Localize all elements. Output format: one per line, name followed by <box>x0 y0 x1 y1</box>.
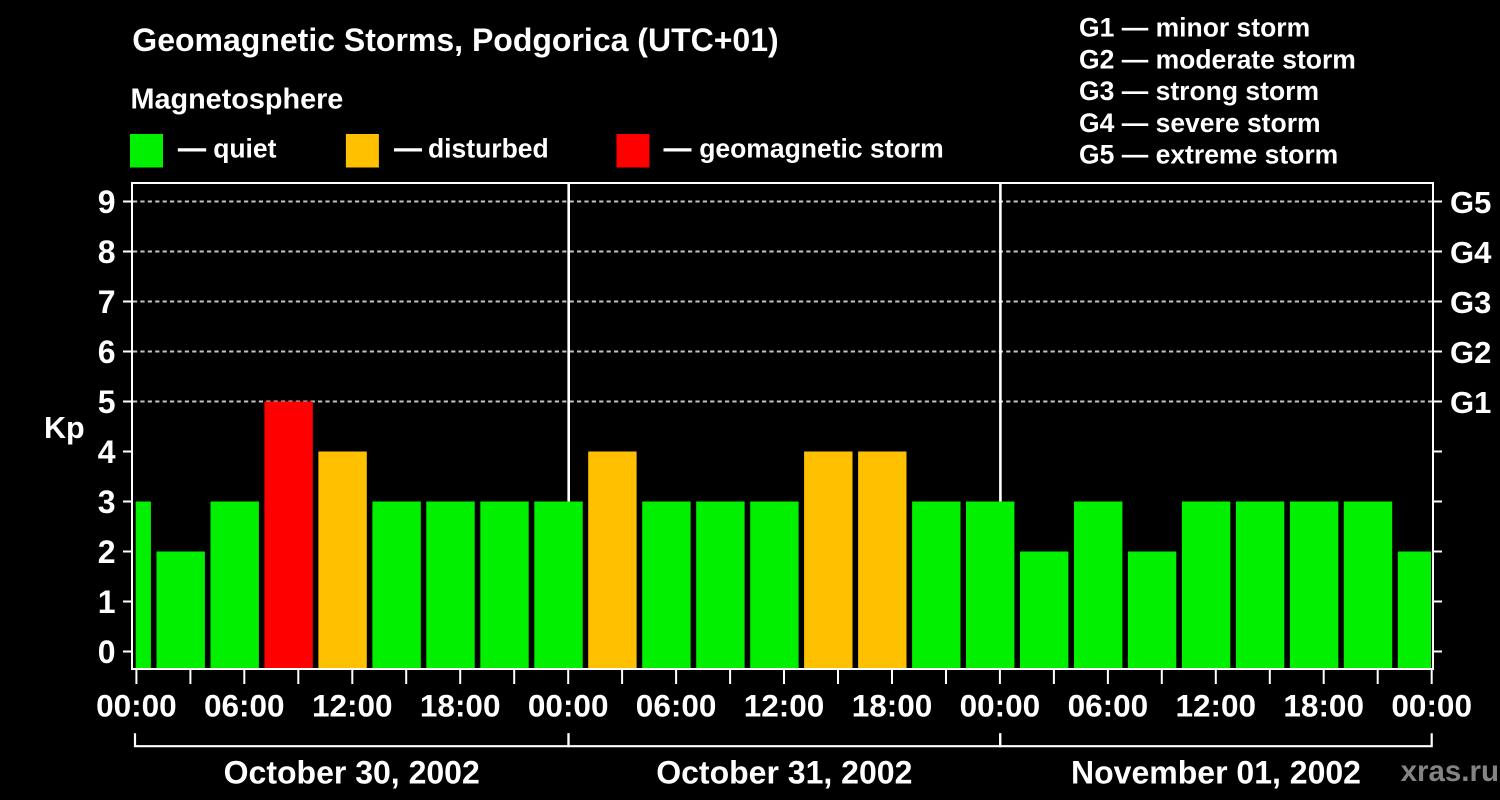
svg-text:November 01, 2002: November 01, 2002 <box>1071 755 1361 791</box>
svg-text:4: 4 <box>98 434 116 470</box>
svg-text:06:00: 06:00 <box>1068 688 1149 724</box>
svg-text:00:00: 00:00 <box>1391 688 1472 724</box>
svg-text:3: 3 <box>98 484 116 520</box>
svg-text:7: 7 <box>98 284 116 320</box>
svg-text:00:00: 00:00 <box>96 688 177 724</box>
svg-text:06:00: 06:00 <box>636 688 717 724</box>
svg-text:12:00: 12:00 <box>744 688 825 724</box>
svg-text:Kp: Kp <box>44 411 85 445</box>
svg-text:9: 9 <box>98 184 116 220</box>
svg-text:Geomagnetic Storms, Podgorica: Geomagnetic Storms, Podgorica (UTC+01) <box>132 22 778 58</box>
svg-text:G2: G2 <box>1450 335 1491 370</box>
svg-text:Magnetosphere: Magnetosphere <box>131 83 344 115</box>
svg-text:0: 0 <box>98 634 116 670</box>
svg-text:00:00: 00:00 <box>528 688 609 724</box>
svg-text:G4 — severe storm: G4 — severe storm <box>1079 108 1321 138</box>
svg-text:October 31, 2002: October 31, 2002 <box>656 755 912 791</box>
svg-text:18:00: 18:00 <box>420 688 501 724</box>
svg-text:12:00: 12:00 <box>1176 688 1257 724</box>
svg-text:18:00: 18:00 <box>1283 688 1364 724</box>
svg-text:6: 6 <box>98 334 116 370</box>
svg-text:disturbed: disturbed <box>428 133 549 163</box>
svg-text:G3 — strong storm: G3 — strong storm <box>1079 76 1319 106</box>
svg-text:G1: G1 <box>1450 385 1491 420</box>
svg-text:G5: G5 <box>1450 185 1491 220</box>
svg-text:12:00: 12:00 <box>312 688 393 724</box>
svg-text:quiet: quiet <box>213 133 276 163</box>
svg-text:xras.ru: xras.ru <box>1401 755 1499 788</box>
svg-text:G3: G3 <box>1450 285 1491 320</box>
svg-text:G1 — minor storm: G1 — minor storm <box>1079 13 1310 43</box>
svg-text:5: 5 <box>98 384 116 420</box>
svg-text:00:00: 00:00 <box>960 688 1041 724</box>
svg-text:18:00: 18:00 <box>852 688 933 724</box>
svg-text:1: 1 <box>98 584 116 620</box>
svg-text:G4: G4 <box>1450 235 1492 270</box>
svg-text:8: 8 <box>98 234 116 270</box>
svg-text:October 30, 2002: October 30, 2002 <box>224 755 480 791</box>
svg-text:G2 — moderate storm: G2 — moderate storm <box>1079 44 1356 74</box>
svg-text:2: 2 <box>98 534 116 570</box>
svg-text:G5 — extreme storm: G5 — extreme storm <box>1079 140 1338 170</box>
svg-text:geomagnetic storm: geomagnetic storm <box>699 133 943 163</box>
svg-text:06:00: 06:00 <box>204 688 285 724</box>
